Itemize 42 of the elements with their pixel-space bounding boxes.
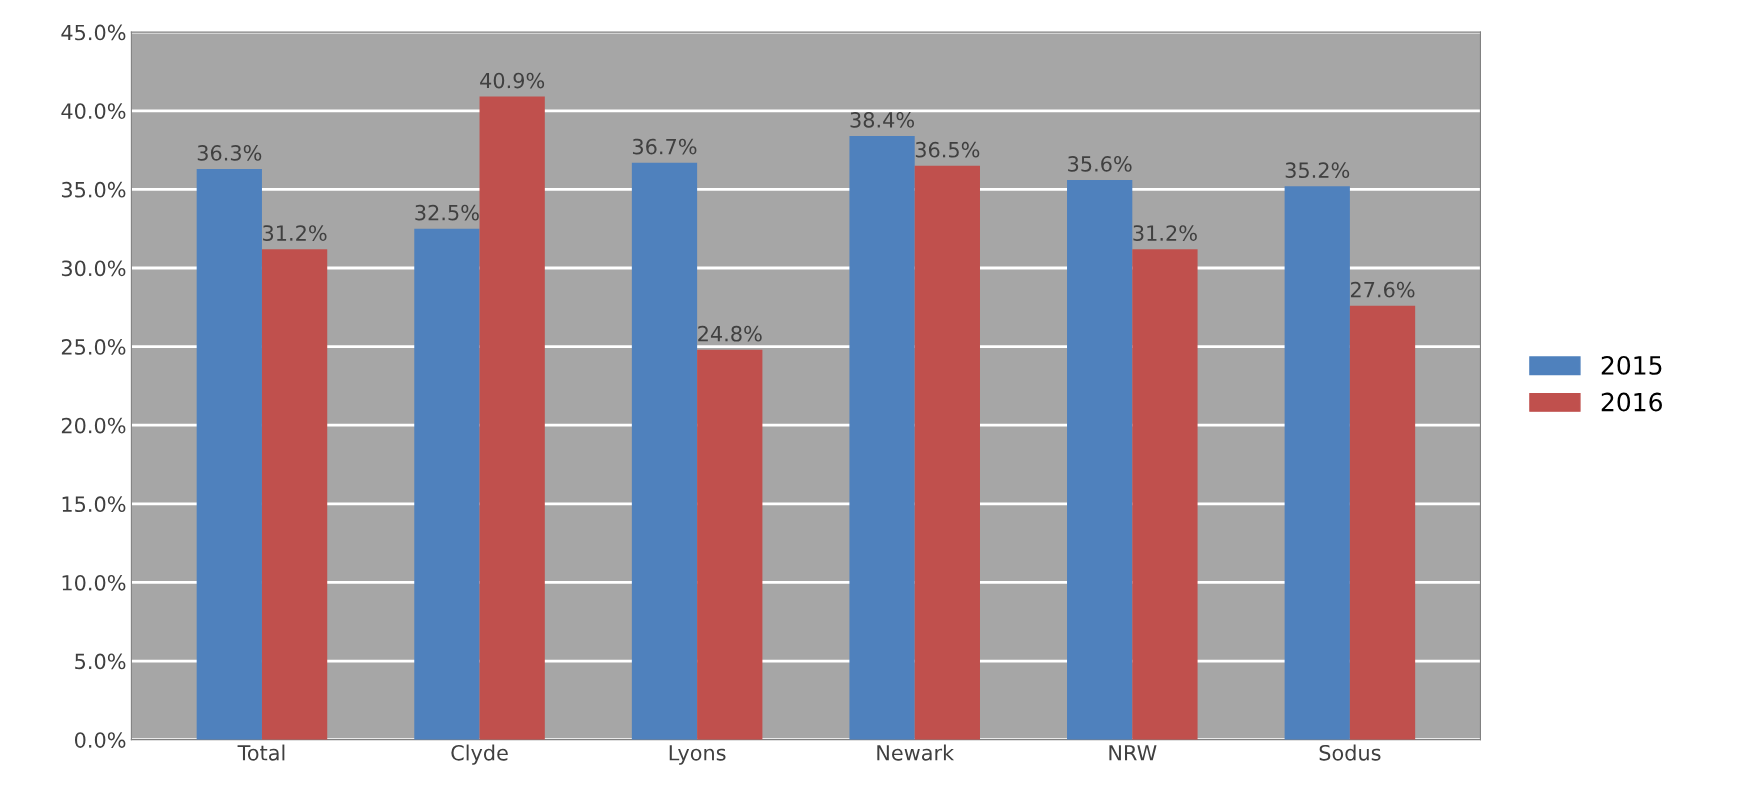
data-label: 35.2%	[1285, 162, 1350, 179]
y-tick-label: 0.0%	[74, 732, 126, 748]
x-tick-label: Clyde	[451, 744, 508, 765]
y-tick-label: 30.0%	[61, 260, 126, 277]
y-tick-label: 25.0%	[61, 339, 126, 355]
data-label: 32.5%	[415, 204, 479, 221]
legend-label: 2015	[1601, 355, 1662, 375]
x-tick-label: NRW	[1109, 745, 1157, 761]
data-label: 36.7%	[632, 138, 697, 155]
bar	[849, 135, 915, 740]
bar	[697, 349, 763, 740]
bar	[1284, 186, 1350, 740]
bar	[1349, 305, 1416, 740]
y-tick-label: 5.0%	[75, 653, 126, 670]
bar	[1067, 179, 1133, 740]
bar	[631, 162, 698, 740]
bar	[1132, 249, 1198, 740]
data-label: 24.8%	[698, 325, 762, 342]
y-tick-label: 20.0%	[61, 417, 126, 434]
y-tick-label: 45.0%	[61, 24, 126, 41]
data-label: 40.9%	[480, 72, 545, 89]
x-tick-label: Newark	[877, 744, 955, 761]
bar	[479, 96, 545, 740]
x-tick-label: Sodus	[1319, 744, 1381, 761]
y-tick-label: 40.0%	[61, 103, 126, 119]
data-label: 31.2%	[263, 225, 327, 241]
y-tick-label: 10.0%	[62, 574, 126, 591]
data-label: 36.3%	[197, 144, 262, 161]
data-label: 27.6%	[1350, 281, 1415, 298]
y-tick-label: 35.0%	[61, 181, 126, 198]
y-tick-label: 15.0%	[62, 496, 126, 513]
data-label: 35.6%	[1068, 155, 1132, 172]
bar	[414, 228, 480, 740]
bar	[914, 165, 980, 740]
data-label: 38.4%	[850, 111, 915, 128]
legend-label: 2016	[1601, 392, 1662, 412]
bar	[261, 249, 328, 740]
x-tick-label: Total	[237, 744, 285, 761]
data-label: 31.2%	[1133, 225, 1197, 241]
bar	[196, 168, 262, 740]
data-label: 36.5%	[915, 141, 980, 158]
x-tick-label: Lyons	[669, 745, 726, 765]
